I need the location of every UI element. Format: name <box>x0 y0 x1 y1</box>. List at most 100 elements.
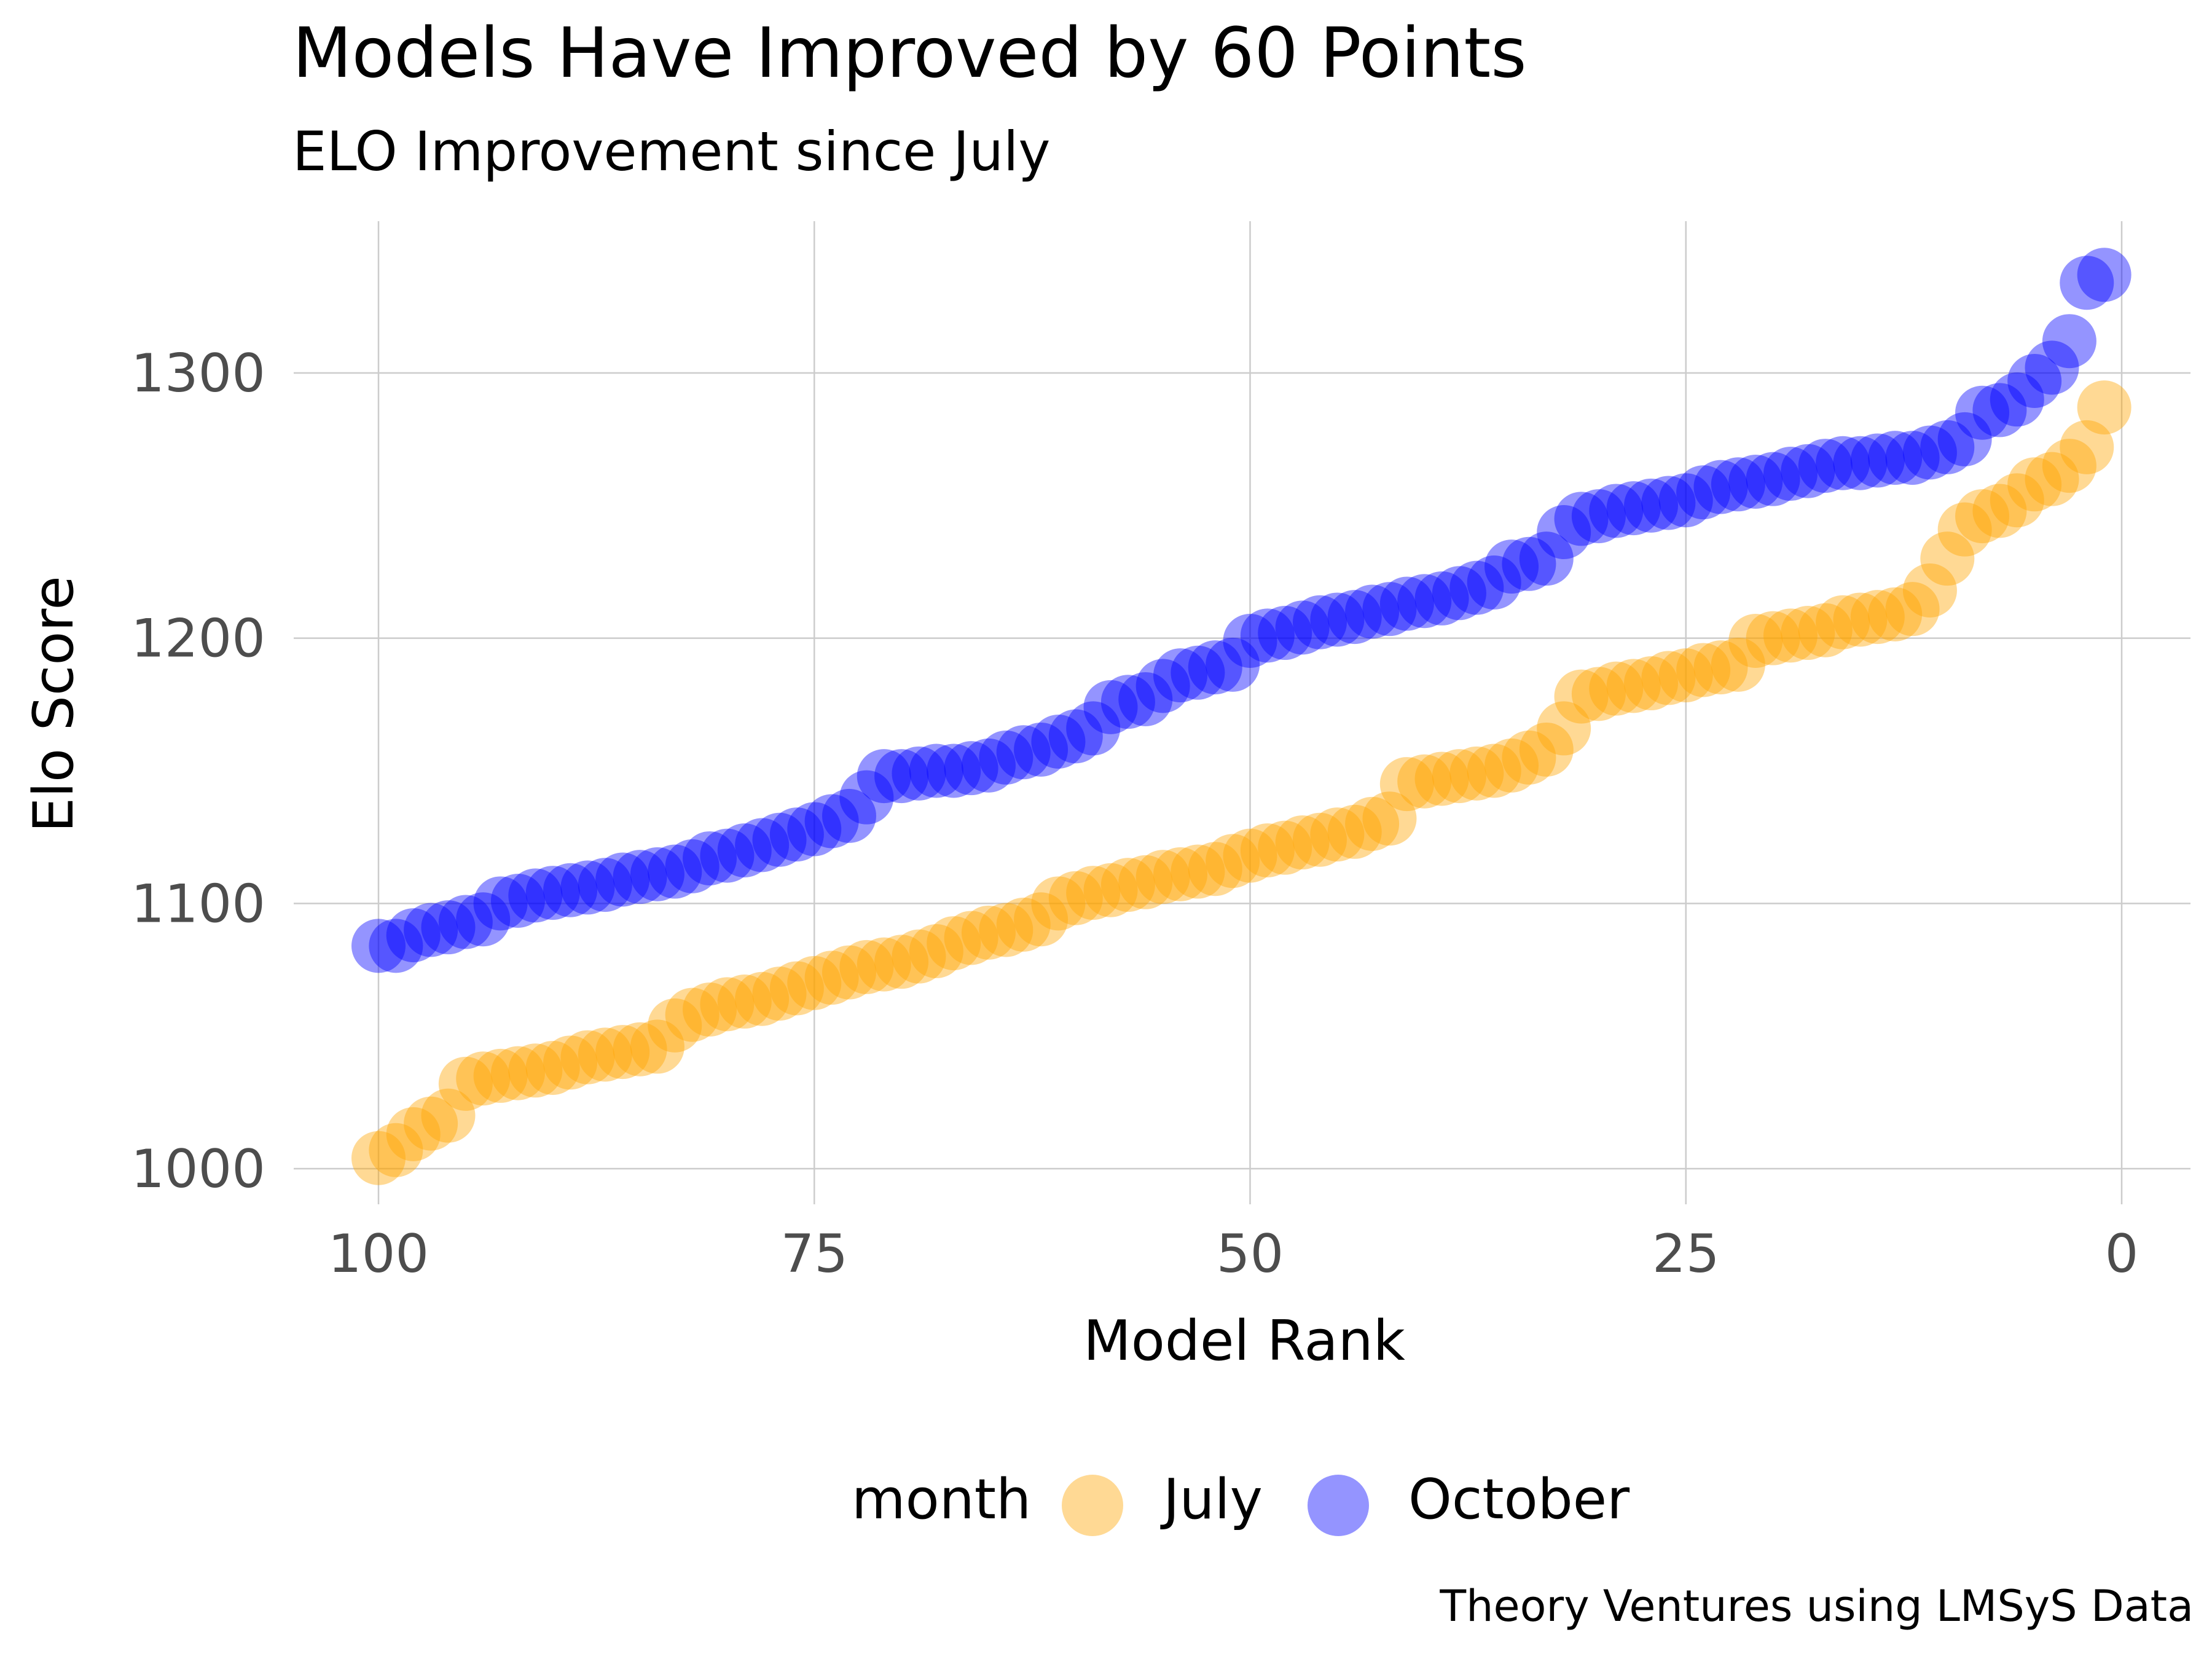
data-point-october <box>1310 592 1365 647</box>
data-point-july <box>1083 863 1138 917</box>
data-point-october <box>1048 709 1103 764</box>
data-point-october <box>1171 645 1225 700</box>
data-point-october <box>2077 248 2132 302</box>
legend-key-july <box>1062 1475 1123 1536</box>
data-point-july <box>804 951 859 1005</box>
data-point-october <box>1258 606 1312 661</box>
data-point-july <box>1641 651 1696 705</box>
data-point-october <box>857 749 911 804</box>
data-point-october <box>1275 600 1330 655</box>
data-point-october <box>787 802 842 857</box>
chart-caption: Theory Ventures using LMSyS Data <box>1440 1581 2194 1631</box>
data-point-july <box>543 1035 598 1090</box>
data-point-july <box>2060 420 2114 474</box>
data-point-july <box>1624 656 1679 711</box>
data-point-october <box>1206 637 1260 692</box>
y-tick-labels: 1000 1100 1200 1300 <box>131 343 265 1200</box>
data-point-october <box>543 863 598 917</box>
data-point-july <box>1798 603 1853 657</box>
legend-label-october: October <box>1408 1467 1630 1532</box>
data-point-july <box>438 1056 493 1111</box>
data-point-october <box>1955 385 2010 440</box>
data-point-october <box>1327 590 1382 645</box>
data-point-july <box>1345 796 1400 851</box>
data-point-july <box>1310 807 1365 862</box>
data-point-october <box>1031 715 1086 769</box>
data-point-october <box>351 919 406 973</box>
data-point-july <box>1014 892 1069 947</box>
grid-lines <box>294 221 2190 1204</box>
data-point-july <box>1658 648 1713 703</box>
data-point-july <box>1379 757 1434 812</box>
data-point-july <box>1153 847 1208 901</box>
data-point-october <box>1135 659 1190 713</box>
data-point-july <box>1100 858 1155 912</box>
data-point-october <box>630 847 684 901</box>
data-point-july <box>1589 661 1644 716</box>
series-october <box>351 248 2132 973</box>
data-point-july <box>892 929 946 984</box>
data-point-july <box>944 911 998 965</box>
data-point-july <box>1833 592 1888 647</box>
data-point-july <box>473 1048 528 1103</box>
data-point-october <box>525 866 580 920</box>
data-point-july <box>1327 804 1382 859</box>
data-point-october <box>2042 314 2096 369</box>
data-point-october <box>717 823 772 877</box>
data-point-july <box>874 935 929 989</box>
chart-subtitle: ELO Improvement since July <box>292 120 1051 183</box>
data-point-july <box>1902 563 1957 618</box>
data-point-october <box>1414 571 1469 626</box>
data-point-october <box>822 788 876 843</box>
data-point-july <box>2007 457 2062 512</box>
data-point-july <box>1606 659 1661 713</box>
data-point-july <box>1763 608 1818 663</box>
data-point-october <box>944 741 998 796</box>
data-point-july <box>1118 855 1173 909</box>
data-point-october <box>613 850 667 904</box>
data-point-october <box>1728 454 1783 509</box>
data-point-october <box>927 743 981 798</box>
data-point-october <box>1781 444 1835 498</box>
data-point-october <box>683 831 737 885</box>
x-tick-label: 25 <box>1652 1223 1719 1285</box>
data-point-october <box>1746 452 1800 506</box>
data-point-october <box>1816 436 1870 490</box>
data-point-october <box>421 900 476 955</box>
data-point-july <box>595 1025 650 1080</box>
data-point-july <box>1397 754 1452 809</box>
data-point-july <box>1571 667 1626 721</box>
data-point-october <box>665 839 720 893</box>
y-tick-label: 1200 <box>131 608 265 670</box>
data-point-october <box>490 874 545 928</box>
data-point-july <box>1990 473 2044 528</box>
data-point-october <box>1362 582 1417 637</box>
y-tick-label: 1000 <box>131 1139 265 1200</box>
legend-key-october <box>1308 1475 1369 1536</box>
data-point-july <box>1972 484 2027 538</box>
data-point-october <box>648 844 702 899</box>
data-point-october <box>769 807 824 862</box>
data-point-july <box>613 1022 667 1077</box>
legend-title: month <box>852 1467 1032 1532</box>
data-point-october <box>1153 648 1208 703</box>
data-point-october <box>2007 353 2062 408</box>
data-point-october <box>438 895 493 949</box>
data-point-october <box>1083 680 1138 734</box>
data-point-october <box>1833 436 1888 490</box>
data-point-october <box>874 749 929 804</box>
data-point-october <box>1100 675 1155 729</box>
legend-label-july: July <box>1163 1467 1263 1532</box>
data-point-october <box>456 892 511 947</box>
data-point-july <box>1223 828 1277 883</box>
data-point-october <box>1292 595 1347 649</box>
data-point-october <box>1711 457 1765 512</box>
data-point-october <box>1484 539 1539 594</box>
data-point-october <box>1972 383 2027 437</box>
data-point-july <box>961 905 1016 960</box>
data-point-july <box>369 1123 423 1177</box>
data-point-october <box>1014 722 1069 777</box>
data-point-july <box>1048 871 1103 925</box>
data-point-july <box>717 975 772 1029</box>
